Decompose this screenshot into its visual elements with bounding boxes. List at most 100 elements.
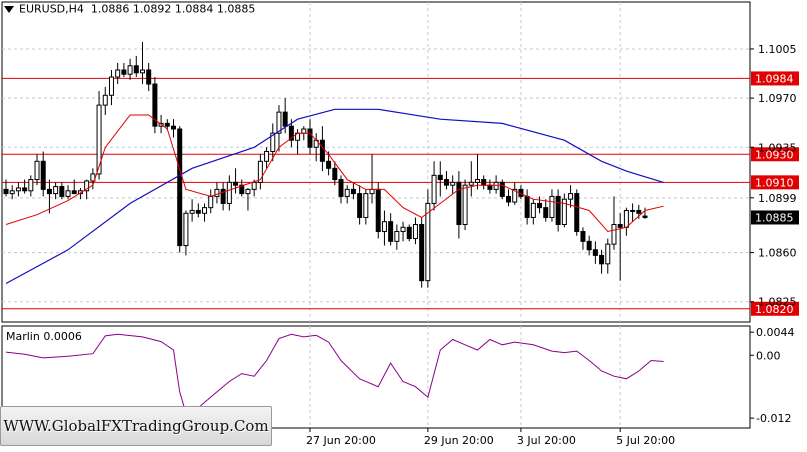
candle-body [499,181,505,197]
candle-body [388,221,394,242]
y-tick-label: 1.0970 [758,92,797,105]
candle-body [3,188,9,195]
candle-body [549,195,555,218]
candle-body [630,209,636,212]
axis-labels: 1.1005 1.0970 1.0935 1.0899 1.0860 1.0825 27 J… [306,43,799,447]
candle-body [350,188,356,195]
watermark-banner: WWW.GlobalFXTradingGroup.Com [0,406,272,446]
candle-body [53,186,59,195]
candle-body [524,195,530,218]
candle-body [555,195,561,225]
candle-body [611,223,617,245]
candle-body [264,150,270,162]
moving-averages [5,108,664,285]
candle-body [146,69,152,85]
candle-body [15,187,21,192]
level-label: 1.0930 [755,148,794,161]
candle-body [183,212,189,247]
y-tick-label: 1.0899 [758,192,797,205]
candle-body [400,226,406,233]
candle-body [220,188,226,204]
last-price-label: 1.0885 [755,211,794,224]
horizontal-levels: 1.0984 1.0930 1.0910 1.0820 [2,71,799,316]
y-tick-label: 1.0825 [758,296,797,309]
candle-body [623,209,629,228]
level-label-bg [751,71,799,86]
candlesticks [3,41,648,288]
candle-body [90,173,96,182]
candle-body [456,181,462,225]
marlin-line [5,333,664,414]
candle-body [487,184,493,190]
candle-body [59,186,65,197]
candle-body [431,174,437,204]
last-price-bg [751,210,799,225]
candle-body [251,181,257,190]
candle-body [195,209,201,214]
candle-body [617,223,623,228]
main-pane-frame [1,1,751,323]
candle-body [580,231,586,242]
candle-body [332,167,338,181]
candle-body [189,209,195,214]
x-tick-label: 27 Jun 20:00 [306,434,376,447]
indicator-label: Marlin 0.0006 [6,330,82,343]
candle-body [381,221,387,233]
candle-body [233,181,239,186]
y-tick-label: 1.1005 [758,43,797,56]
candle-body [437,174,443,181]
chart-title: EURUSD,H4 1.0886 1.0892 1.0884 1.0885 [4,2,255,16]
candle-body [108,76,114,96]
candle-body [493,181,499,190]
candle-body [642,215,648,218]
candle-body [133,65,139,74]
candle-body [394,231,400,242]
candle-body [363,193,369,218]
x-tick-label: 3 Jul 20:00 [517,434,576,447]
candle-body [96,104,102,175]
level-label: 1.0984 [755,72,794,85]
marlin-oscillator [5,333,664,414]
candle-body [530,202,536,218]
candle-body [592,249,598,256]
candle-body [208,195,214,209]
candle-body [270,132,276,152]
candle-body [468,181,474,186]
candle-body [71,190,77,195]
candle-body [568,193,574,200]
symbol-label: EURUSD,H4 [19,2,84,16]
candle-body [375,188,381,233]
candle-body [481,179,487,186]
candle-body [319,139,325,162]
candle-body [65,190,71,197]
candle-body [171,125,177,130]
candle-body [443,179,449,186]
osc-tick-label: 0.0044 [756,326,795,339]
level-label-bg [751,147,799,162]
candle-body [164,122,170,127]
candle-body [307,128,313,148]
y-tick-label: 1.0860 [758,247,797,260]
candle-body [9,190,15,195]
candle-body [474,179,480,183]
slow-ma-line [5,108,664,285]
candle-body [282,111,288,127]
candle-body [326,160,332,169]
candle-body [338,179,344,197]
osc-tick-label: -0.012 [756,412,791,425]
osc-tick-label: 0.00 [756,349,781,362]
candle-body [152,83,158,127]
candle-body [344,188,350,197]
level-label: 1.0910 [755,176,794,189]
chevron-down-icon[interactable] [4,5,14,13]
candle-body [301,128,307,134]
candle-body [22,187,28,192]
candle-body [239,184,245,195]
candle-body [512,188,518,203]
candle-body [46,188,52,195]
candle-body [599,254,605,265]
fast-ma-line [5,114,664,233]
candle-body [139,69,145,74]
candle-body [537,202,543,209]
